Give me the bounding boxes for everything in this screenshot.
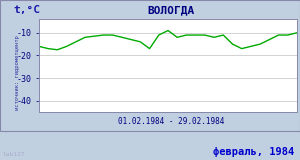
Text: февраль, 1984: февраль, 1984 <box>213 147 294 157</box>
Text: источник: гидрометцентр: источник: гидрометцентр <box>15 35 20 110</box>
Text: ВОЛОГДА: ВОЛОГДА <box>147 5 195 15</box>
Text: t,°C: t,°C <box>13 4 40 15</box>
Text: lab127: lab127 <box>3 152 26 157</box>
Text: 01.02.1984 - 29.02.1984: 01.02.1984 - 29.02.1984 <box>118 117 224 126</box>
